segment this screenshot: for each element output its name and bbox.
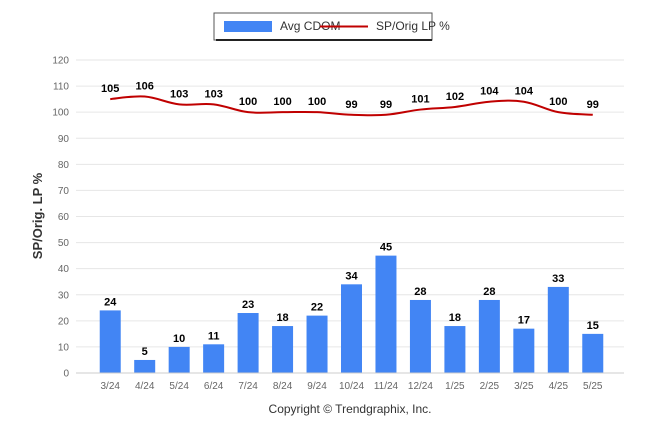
y-tick-label: 70 xyxy=(58,186,70,197)
x-tick-label: 2/25 xyxy=(480,381,500,392)
y-tick-label: 20 xyxy=(58,316,70,327)
line-data-label: 101 xyxy=(411,94,429,106)
x-tick-label: 8/24 xyxy=(273,381,293,392)
bar-data-label: 33 xyxy=(552,273,564,285)
line-series xyxy=(110,95,593,117)
y-axis-ticks: 0 10 20 30 40 50 60 70 80 90 100 110 120 xyxy=(52,56,69,380)
x-tick-label: 4/24 xyxy=(135,381,155,392)
gridlines xyxy=(76,59,624,348)
line-data-label: 99 xyxy=(345,99,357,111)
bar-data-label: 22 xyxy=(311,302,323,314)
bar-data-label: 24 xyxy=(104,296,117,308)
bar-data-label: 10 xyxy=(173,333,185,345)
bar xyxy=(547,286,569,373)
bar xyxy=(168,346,190,373)
x-tick-label: 7/24 xyxy=(238,381,258,392)
x-axis-ticks: 3/24 4/24 5/24 6/24 7/24 8/24 9/24 10/24 11/24 12… xyxy=(100,381,602,392)
legend-label-line: SP/Orig LP % xyxy=(376,19,450,33)
x-tick-label: 5/25 xyxy=(583,381,603,392)
bar-data-label: 5 xyxy=(142,346,148,358)
y-axis-label: SP/Orig. LP % xyxy=(30,172,45,259)
line-data-label: 100 xyxy=(308,96,326,108)
bar-data-label: 11 xyxy=(208,330,220,342)
y-tick-label: 0 xyxy=(63,369,69,380)
bar xyxy=(237,313,259,373)
x-tick-label: 5/24 xyxy=(169,381,189,392)
x-tick-label: 4/25 xyxy=(549,381,569,392)
copyright-footer: Copyright © Trendgraphix, Inc. xyxy=(269,402,432,416)
x-tick-label: 3/24 xyxy=(100,381,120,392)
legend-label-bar: Avg CDOM xyxy=(280,19,340,33)
bar xyxy=(478,299,500,373)
y-tick-label: 120 xyxy=(52,56,69,67)
bar xyxy=(375,255,397,373)
bar xyxy=(444,326,466,373)
bar-data-label: 15 xyxy=(587,320,599,332)
x-tick-label: 3/25 xyxy=(514,381,534,392)
bar-data-label: 28 xyxy=(414,286,426,298)
y-tick-label: 50 xyxy=(58,238,70,249)
bar xyxy=(582,333,604,373)
line-data-label: 99 xyxy=(587,99,599,111)
legend-swatch-bar xyxy=(224,21,272,32)
x-tick-label: 12/24 xyxy=(408,381,433,392)
bar xyxy=(306,315,328,373)
line-data-label: 103 xyxy=(204,88,222,100)
line-data-label: 99 xyxy=(380,99,392,111)
bar-data-labels: 24 5 10 11 23 18 22 34 45 28 18 28 17 33 15 xyxy=(104,242,599,358)
line-data-label: 100 xyxy=(239,96,257,108)
bar xyxy=(341,284,362,373)
line-data-label: 106 xyxy=(136,81,154,93)
bar xyxy=(134,359,156,373)
x-tick-label: 10/24 xyxy=(339,381,364,392)
bar-data-label: 18 xyxy=(276,312,288,324)
line-data-label: 100 xyxy=(273,96,291,108)
bar-data-label: 34 xyxy=(345,270,358,282)
line-data-labels: 105 106 103 103 100 100 100 99 99 101 102 104 104 100… xyxy=(101,81,599,111)
y-tick-label: 60 xyxy=(58,212,70,223)
bar xyxy=(513,328,535,373)
bar-series xyxy=(99,255,604,373)
x-tick-label: 11/24 xyxy=(374,381,399,392)
legend: Avg CDOM SP/Orig LP % xyxy=(213,12,450,41)
bar-data-label: 17 xyxy=(518,315,530,327)
y-tick-label: 10 xyxy=(58,342,70,353)
line-data-label: 104 xyxy=(480,86,499,98)
bar-data-label: 23 xyxy=(242,299,254,311)
bar-data-label: 18 xyxy=(449,312,461,324)
x-tick-label: 9/24 xyxy=(307,381,327,392)
line-data-label: 100 xyxy=(549,96,567,108)
x-tick-label: 6/24 xyxy=(204,381,224,392)
bar xyxy=(409,299,431,373)
y-tick-label: 30 xyxy=(58,290,70,301)
bar-data-label: 28 xyxy=(483,286,495,298)
bar xyxy=(99,310,121,373)
y-tick-label: 90 xyxy=(58,134,70,145)
line-data-label: 105 xyxy=(101,83,119,95)
y-tick-label: 80 xyxy=(58,160,70,171)
y-tick-label: 110 xyxy=(53,82,69,93)
bar xyxy=(203,344,225,373)
y-tick-label: 100 xyxy=(52,108,69,119)
bar xyxy=(272,326,294,373)
y-tick-label: 40 xyxy=(58,264,70,275)
line-data-label: 103 xyxy=(170,88,188,100)
x-tick-label: 1/25 xyxy=(445,381,465,392)
line-data-label: 104 xyxy=(515,86,534,98)
line-data-label: 102 xyxy=(446,91,464,103)
bar-data-label: 45 xyxy=(380,242,392,254)
